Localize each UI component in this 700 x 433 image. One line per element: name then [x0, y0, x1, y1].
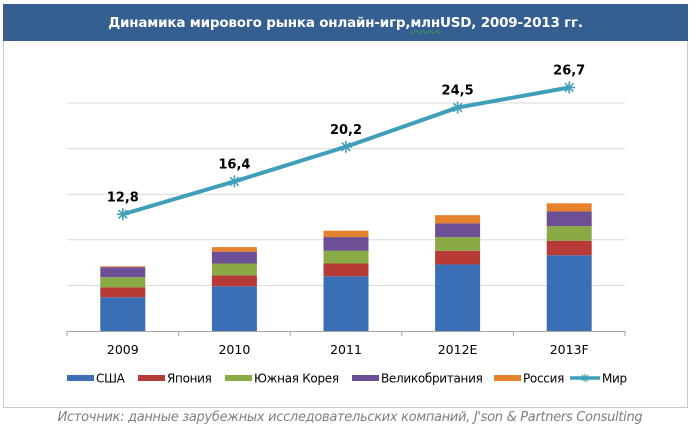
- legend-swatch: [494, 375, 521, 381]
- legend-label: Япония: [167, 372, 212, 386]
- data-label: 16,4: [218, 157, 250, 172]
- world-line-series: 12,8 16,4 20,2 24,5 26,7: [107, 63, 585, 221]
- chart-title: Динамика мирового рынка онлайн-игр, млн …: [3, 4, 688, 41]
- star-marker-icon: [340, 140, 352, 153]
- legend-item: Россия: [494, 372, 564, 386]
- star-marker-icon: [228, 175, 241, 188]
- bar-stack: [546, 203, 592, 331]
- x-tick-label: 2013F: [550, 342, 589, 357]
- title-part-3: USD, 2009-2013 гг.: [439, 14, 583, 31]
- star-marker-icon: [451, 101, 464, 114]
- bar-segment: [435, 237, 481, 251]
- bar-segment: [323, 250, 369, 264]
- marker-stroke: [452, 102, 463, 113]
- legend-star-icon: [581, 374, 589, 382]
- bar-segment: [546, 203, 592, 212]
- legend-item: Великобритания: [352, 372, 483, 386]
- bar-segment: [100, 277, 146, 288]
- data-label: 26,7: [553, 63, 585, 78]
- legend-item: Мир: [570, 372, 627, 386]
- data-label: 24,5: [442, 84, 474, 99]
- x-tick-label: 2009: [107, 342, 139, 357]
- marker-stroke: [564, 82, 574, 93]
- bar-segment: [211, 263, 257, 276]
- bar-segment: [323, 237, 369, 251]
- marker-stroke: [229, 176, 240, 187]
- bar-segment: [435, 250, 481, 265]
- chart-canvas: 2009 2010 2011 2012E 2013F 12,8 16,4 20,2 24,5 2…: [66, 63, 627, 386]
- bar-segment: [211, 286, 257, 331]
- bar-segment: [435, 223, 481, 238]
- bar-segment: [100, 267, 146, 278]
- source-note: Источник: данные зарубежных исследовател…: [57, 410, 643, 425]
- title-part-1: Динамика мирового рынка онлайн-игр,: [108, 14, 411, 31]
- star-marker-icon: [116, 208, 129, 221]
- star-marker-icon: [563, 81, 576, 94]
- legend-label: Южная Корея: [254, 372, 339, 386]
- bars: [100, 203, 592, 331]
- marker-stroke: [118, 209, 128, 220]
- bar-stack: [435, 215, 481, 331]
- bar-segment: [211, 251, 257, 264]
- data-label: 12,8: [107, 190, 139, 205]
- legend-label: Россия: [523, 372, 564, 386]
- bar-stack: [100, 266, 146, 331]
- legend-label: Великобритания: [381, 372, 483, 386]
- bar-segment: [100, 297, 146, 331]
- legend-label: Мир: [602, 372, 627, 386]
- bar-stack: [211, 247, 257, 331]
- legend-swatch: [225, 375, 252, 381]
- marker-stroke: [341, 142, 351, 152]
- bar-segment: [435, 264, 481, 331]
- x-tick-label: 2010: [218, 342, 250, 357]
- legend-item: США: [67, 372, 126, 386]
- bar-segment: [546, 226, 592, 241]
- bar-segment: [546, 255, 592, 331]
- bar-stack: [323, 230, 369, 331]
- bar-segment: [100, 266, 146, 268]
- legend-swatch: [352, 375, 379, 381]
- bar-segment: [323, 276, 369, 331]
- bar-segment: [323, 230, 369, 238]
- legend-swatch: [138, 375, 165, 381]
- data-label: 20,2: [330, 123, 362, 138]
- bar-segment: [100, 287, 146, 298]
- title-part-2: млн: [410, 14, 440, 31]
- bar-segment: [211, 275, 257, 287]
- x-tick-labels: 2009 2010 2011 2012E 2013F: [107, 342, 589, 357]
- legend-item: Япония: [138, 372, 212, 386]
- x-tick-label: 2012E: [438, 342, 478, 357]
- legend-swatch: [67, 375, 94, 381]
- bar-segment: [211, 247, 257, 252]
- bar-segment: [546, 211, 592, 227]
- x-axis: [66, 331, 626, 336]
- legend-item: Южная Корея: [225, 372, 339, 386]
- bar-segment: [323, 263, 369, 277]
- bar-segment: [546, 240, 592, 256]
- legend: США Япония Южная Корея Великобритания Россия…: [67, 372, 627, 386]
- x-tick-label: 2011: [330, 342, 362, 357]
- legend-label: США: [96, 372, 126, 386]
- bar-segment: [435, 215, 481, 224]
